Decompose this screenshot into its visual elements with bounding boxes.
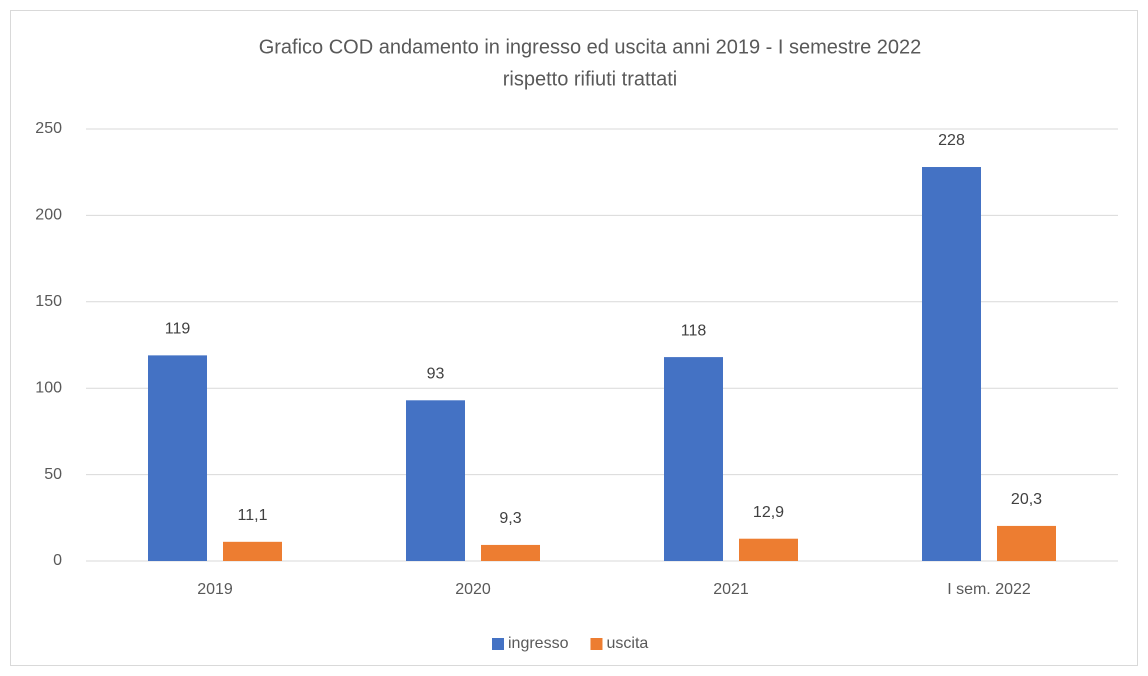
y-tick-label: 250 (35, 120, 62, 137)
bar (739, 538, 798, 561)
y-tick-label: 0 (53, 552, 62, 569)
x-tick-label: 2020 (455, 581, 491, 598)
data-label: 118 (681, 322, 707, 339)
chart-title: Grafico COD andamento in ingresso ed usc… (259, 36, 922, 58)
y-tick-label: 200 (35, 207, 62, 224)
y-tick-label: 100 (35, 379, 62, 396)
data-label: 20,3 (1011, 491, 1042, 508)
data-label: 119 (165, 321, 191, 338)
legend-label: ingresso (508, 635, 569, 652)
chart-title: rispetto rifiuti trattati (503, 68, 678, 90)
x-tick-label: 2019 (197, 581, 233, 598)
x-tick-label: 2021 (713, 581, 749, 598)
data-label: 9,3 (499, 510, 521, 527)
bar (997, 525, 1056, 561)
x-tick-label: I sem. 2022 (947, 581, 1031, 598)
bar (481, 544, 540, 561)
bar (922, 167, 981, 562)
bar (223, 541, 282, 561)
legend-label: uscita (606, 635, 648, 652)
bar (664, 357, 723, 561)
legend-swatch (590, 638, 603, 650)
y-tick-label: 50 (44, 466, 62, 483)
data-label: 12,9 (753, 504, 784, 521)
y-tick-label: 150 (35, 293, 62, 310)
data-label: 93 (427, 366, 445, 383)
legend-swatch (492, 638, 504, 650)
data-label: 228 (938, 132, 965, 149)
bar (148, 355, 207, 561)
bar (406, 400, 465, 561)
data-label: 11,1 (238, 507, 268, 524)
